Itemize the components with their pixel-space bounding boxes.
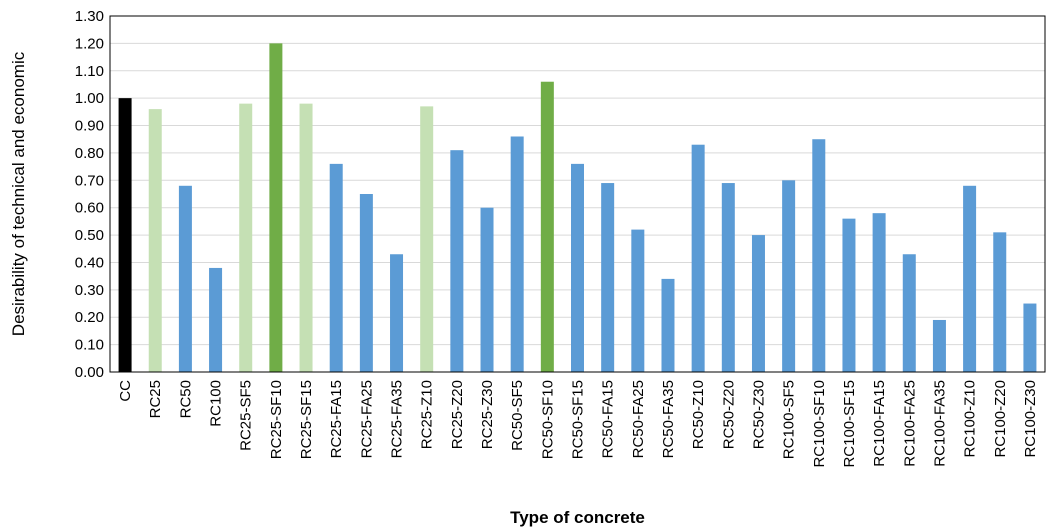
x-tick-label: RC100-FA25 (901, 380, 918, 467)
bar-rc100-sf5 (782, 180, 796, 372)
x-tick-label: RC50-SF15 (570, 380, 587, 459)
x-tick-label: RC25-SF15 (298, 380, 315, 459)
x-tick-label: RC25-FA25 (358, 380, 375, 458)
bar-rc50-z20 (721, 183, 735, 372)
x-tick-label: RC50-Z10 (690, 380, 707, 449)
x-tick-label: RC50-Z30 (750, 380, 767, 449)
bar-rc25-sf15 (299, 103, 313, 372)
plot-frame (109, 15, 1046, 373)
x-tick-label: RC100-FA35 (931, 380, 948, 467)
bar-rc50-sf15 (571, 163, 584, 372)
bar-cc (118, 98, 132, 373)
x-tick-label: RC25 (147, 380, 164, 418)
x-tick-label: RC25-SF5 (238, 380, 255, 451)
bar-rc50-fa15 (601, 183, 615, 372)
bars (118, 43, 1037, 373)
bar-rc100 (209, 267, 223, 372)
x-tick-label: RC25-Z30 (479, 380, 496, 449)
bar-rc25-z20 (450, 150, 464, 372)
y-tick-label: 0.60 (75, 200, 104, 217)
x-tick-label: RC50-FA35 (660, 380, 677, 458)
y-tick-label: 0.90 (75, 118, 104, 135)
y-tick-label: 0.70 (75, 172, 104, 189)
y-axis-ticks: 0.00 0.10 0.20 0.30 0.40 0.50 0.60 0.70 0.80 0.90… (75, 8, 104, 381)
bar-rc50-z10 (691, 144, 705, 372)
bar-rc100-fa15 (872, 213, 886, 372)
x-tick-label: CC (117, 380, 134, 402)
x-tick-label: RC50-Z20 (720, 380, 737, 449)
x-tick-label: RC25-Z20 (449, 380, 466, 449)
x-tick-label: RC50-FA25 (630, 380, 647, 458)
x-tick-label: RC50-FA15 (600, 380, 617, 458)
x-tick-label: RC100-Z10 (962, 380, 979, 458)
x-tick-label: RC50-SF5 (509, 380, 526, 451)
y-axis-label: Desirability of technical and economic (9, 51, 28, 336)
y-tick-label: 1.00 (75, 90, 104, 107)
y-tick-label: 0.30 (75, 282, 104, 299)
bar-rc100-z10 (963, 185, 977, 372)
x-tick-label: RC50-SF10 (539, 380, 556, 459)
bar-rc100-z20 (993, 232, 1007, 372)
x-tick-label: RC50 (177, 380, 194, 418)
bar-rc100-sf15 (842, 218, 856, 372)
bar-rc25-fa15 (329, 163, 343, 372)
bar-rc25-sf5 (239, 103, 253, 372)
x-tick-label: RC25-FA15 (328, 380, 345, 458)
y-tick-label: 1.30 (75, 8, 104, 25)
y-tick-label: 0.80 (75, 145, 104, 162)
bar-rc50-sf5 (510, 136, 524, 372)
bar-rc50-fa25 (631, 229, 645, 372)
x-tick-label: RC100-Z20 (992, 380, 1009, 458)
y-tick-label: 1.10 (75, 63, 104, 80)
bar-rc25 (148, 109, 162, 372)
bar-rc25-z30 (480, 207, 494, 372)
bar-rc25-fa35 (390, 254, 404, 372)
bar-rc50-z30 (751, 235, 765, 372)
x-axis-ticks: CC RC25 RC50 RC100 RC25-SF5 RC25-SF10 RC25-SF1… (117, 380, 1039, 468)
x-tick-label: RC25-FA35 (389, 380, 406, 458)
y-tick-label: 0.00 (75, 364, 104, 381)
y-tick-label: 0.50 (75, 227, 104, 244)
x-tick-label: RC100-SF15 (841, 380, 858, 468)
x-tick-label: RC100-FA15 (871, 380, 888, 467)
x-tick-label: RC25-SF10 (268, 380, 285, 459)
x-tick-label: RC100-Z30 (1022, 380, 1039, 458)
y-tick-label: 0.40 (75, 254, 104, 271)
bar-rc50-fa35 (661, 278, 675, 372)
bar-rc50-sf10 (540, 81, 554, 372)
x-tick-label: RC100-SF10 (811, 380, 828, 468)
y-tick-label: 0.10 (75, 337, 104, 354)
y-tick-label: 1.20 (75, 35, 104, 52)
bar-rc100-fa35 (932, 319, 946, 372)
bar-rc100-z30 (1023, 303, 1037, 372)
bar-rc25-sf10 (269, 43, 283, 373)
x-tick-label: RC100 (208, 380, 225, 427)
x-tick-label: RC100-SF5 (781, 380, 798, 459)
bar-rc100-fa25 (902, 254, 916, 372)
x-axis-label: Type of concrete (510, 508, 645, 527)
bar-rc100-sf10 (812, 139, 826, 372)
bar-rc50 (178, 185, 192, 372)
bar-rc25-fa25 (359, 194, 373, 372)
x-tick-label: RC25-Z10 (419, 380, 436, 449)
bar-rc25-z10 (420, 106, 434, 372)
y-tick-label: 0.20 (75, 309, 104, 326)
